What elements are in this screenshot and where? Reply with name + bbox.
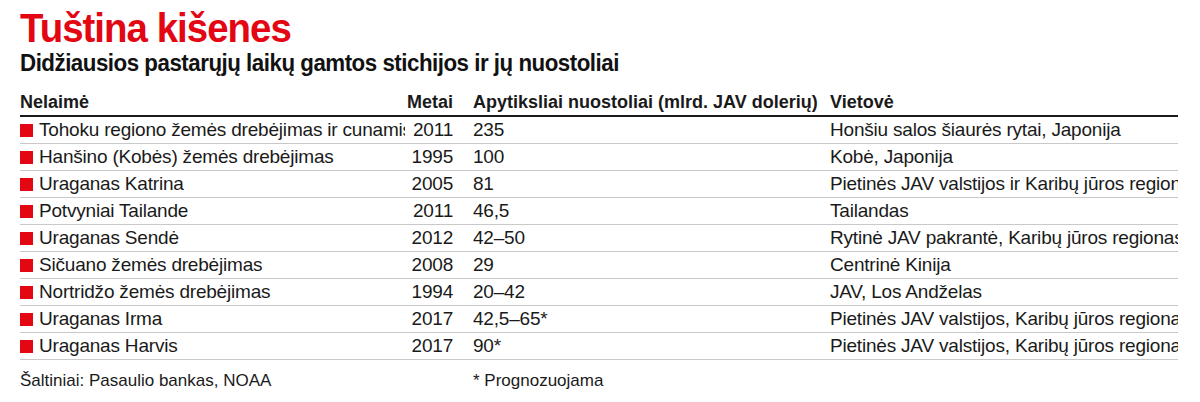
disaster-year: 1995 [405,146,453,168]
column-header-loss: Apytiksliai nuostoliai (mlrd. JAV doleri… [453,92,830,113]
table-footer: Šaltiniai: Pasaulio bankas, NOAA * Progn… [20,371,1178,391]
red-square-bullet-icon [20,259,33,272]
disaster-location: JAV, Los Andželas [830,281,1178,303]
red-square-bullet-icon [20,340,33,353]
disaster-name: Sičuano žemės drebėjimas [39,254,262,275]
disaster-loss: 42,5–65* [453,308,830,330]
disaster-loss: 235 [453,119,830,141]
red-square-bullet-icon [20,313,33,326]
disaster-name: Uraganas Harvis [39,335,178,356]
column-header-location: Vietovė [830,92,1178,113]
page-title: Tuština kišenes [20,8,1132,49]
disaster-name: Uraganas Irma [39,308,162,329]
disaster-name: Nortridžo žemės drebėjimas [39,281,270,302]
disaster-location: Centrinė Kinija [830,254,1178,276]
table-row: Uraganas Harvis 2017 90* Pietinės JAV va… [20,333,1178,360]
red-square-bullet-icon [20,151,33,164]
column-header-disaster: Nelaimė [20,92,405,113]
disaster-year: 2008 [405,254,453,276]
table-row: Sičuano žemės drebėjimas 2008 29 Centrin… [20,252,1178,279]
disaster-name: Tohoku regiono žemės drebėjimas ir cunam… [39,119,405,140]
red-square-bullet-icon [20,205,33,218]
disaster-year: 2017 [405,308,453,330]
disaster-location: Pietinės JAV valstijos, Karibų jūros reg… [830,308,1178,330]
disaster-year: 2017 [405,335,453,357]
table-row: Potvyniai Tailande 2011 46,5 Tailandas [20,198,1178,225]
table-row: Tohoku regiono žemės drebėjimas ir cunam… [20,117,1178,144]
disaster-location: Honšiu salos šiaurės rytai, Japonija [830,119,1178,141]
table-header-row: Nelaimė Metai Apytiksliai nuostoliai (ml… [20,90,1178,117]
disaster-year: 2012 [405,227,453,249]
disaster-loss: 100 [453,146,830,168]
red-square-bullet-icon [20,178,33,191]
disaster-loss: 29 [453,254,830,276]
red-square-bullet-icon [20,286,33,299]
disaster-year: 2005 [405,173,453,195]
table-row: Hanšino (Kobės) žemės drebėjimas 1995 10… [20,144,1178,171]
column-header-year: Metai [405,92,453,113]
disaster-year: 1994 [405,281,453,303]
disaster-location: Rytinė JAV pakrantė, Karibų jūros region… [830,227,1178,249]
disaster-name: Hanšino (Kobės) žemės drebėjimas [39,146,334,167]
disaster-loss: 46,5 [453,200,830,222]
red-square-bullet-icon [20,232,33,245]
table-row: Nortridžo žemės drebėjimas 1994 20–42 JA… [20,279,1178,306]
disaster-loss: 81 [453,173,830,195]
table-row: Uraganas Sendė 2012 42–50 Rytinė JAV pak… [20,225,1178,252]
page-subtitle: Didžiausios pastarųjų laikų gamtos stich… [20,51,1143,75]
red-square-bullet-icon [20,124,33,137]
disaster-location: Tailandas [830,200,1178,222]
disaster-loss: 20–42 [453,281,830,303]
disaster-location: Pietinės JAV valstijos, Karibų jūros reg… [830,335,1178,357]
disaster-loss: 90* [453,335,830,357]
disaster-location: Pietinės JAV valstijos ir Karibų jūros r… [830,173,1178,195]
disaster-name: Uraganas Sendė [39,227,179,248]
infographic: Tuština kišenes Didžiausios pastarųjų la… [0,0,1200,391]
disasters-table: Nelaimė Metai Apytiksliai nuostoliai (ml… [20,90,1178,360]
sources-text: Šaltiniai: Pasaulio bankas, NOAA [20,371,453,391]
table-row: Uraganas Katrina 2005 81 Pietinės JAV va… [20,171,1178,198]
disaster-name: Potvyniai Tailande [39,200,188,221]
disaster-location: Kobė, Japonija [830,146,1178,168]
disaster-year: 2011 [405,119,453,141]
table-row: Uraganas Irma 2017 42,5–65* Pietinės JAV… [20,306,1178,333]
disaster-name: Uraganas Katrina [39,173,184,194]
disaster-loss: 42–50 [453,227,830,249]
forecast-note: * Prognozuojama [453,371,830,391]
disaster-year: 2011 [405,200,453,222]
